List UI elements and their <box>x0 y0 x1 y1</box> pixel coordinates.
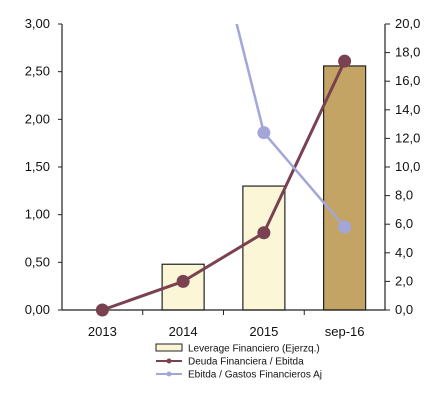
y-right-tick-label: 2,0 <box>395 273 413 288</box>
x-tick-label: 2013 <box>88 324 117 339</box>
bar-sep-16 <box>323 65 367 311</box>
legend-swatch-bar <box>155 343 183 352</box>
x-tick-label: 2014 <box>169 324 198 339</box>
y-left-tick-label: 2,50 <box>25 64 50 79</box>
y-right-tick-label: 16,0 <box>395 73 420 88</box>
bar-2015 <box>242 185 286 311</box>
line-point-1 <box>257 226 271 240</box>
legend-label: Ebitda / Gastos Financieros Aj <box>188 370 322 381</box>
legend-label: Deuda Financiera / Ebitda <box>188 357 304 368</box>
y-right-tick-label: 20,0 <box>395 16 420 31</box>
y-right-tick-label: 4,0 <box>395 245 413 260</box>
y-left-tick-label: 0,50 <box>25 254 50 269</box>
y-right-tick-label: 10,0 <box>395 159 420 174</box>
x-tick-label: 2015 <box>249 324 278 339</box>
y-left-tick-label: 1,00 <box>25 207 50 222</box>
line-series-1 <box>101 60 346 312</box>
y-left-tick-label: 0,00 <box>25 302 50 317</box>
line-point-2 <box>257 126 271 140</box>
legend-label: Leverage Financiero (Ejerzq.) <box>188 344 320 355</box>
line-point-1 <box>338 54 352 68</box>
y-right-tick-label: 6,0 <box>395 216 413 231</box>
line-point-1 <box>176 274 190 288</box>
ticks: 0,00 0,50 1,00 1,50 2,00 2,50 3,00 0,0 2,0 4,0 6,0… <box>25 16 421 339</box>
legend-swatch-dot <box>166 358 172 364</box>
y-right-tick-label: 12,0 <box>395 130 420 145</box>
legend: Leverage Financiero (Ejerzq.) Deuda Finan… <box>155 343 322 381</box>
lines <box>95 24 352 317</box>
y-right-tick-label: 18,0 <box>395 45 420 60</box>
y-right-tick-label: 8,0 <box>395 188 413 203</box>
y-right-tick-label: 14,0 <box>395 102 420 117</box>
bars <box>161 65 367 311</box>
y-left-tick-label: 1,50 <box>25 159 50 174</box>
y-left-tick-label: 3,00 <box>25 16 50 31</box>
line-point-1 <box>95 303 109 317</box>
legend-swatch-dot <box>166 371 172 377</box>
x-tick-label: sep-16 <box>325 324 365 339</box>
y-right-tick-label: 0,0 <box>395 302 413 317</box>
line-point-2 <box>338 220 352 234</box>
y-left-tick-label: 2,00 <box>25 111 50 126</box>
